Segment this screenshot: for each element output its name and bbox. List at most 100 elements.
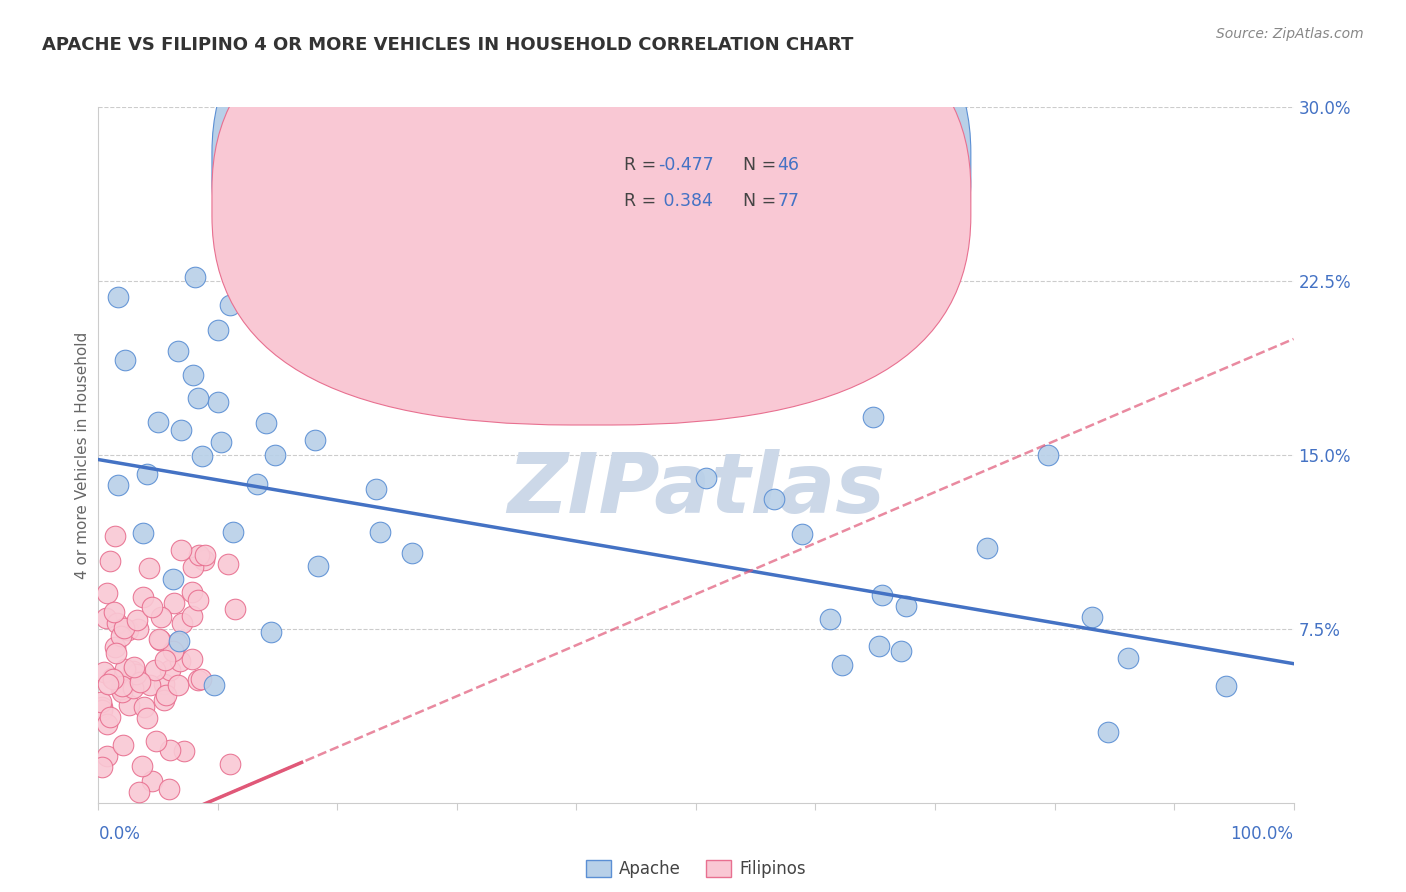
Point xyxy=(107,290,129,304)
Point xyxy=(153,653,176,667)
Point xyxy=(894,599,917,614)
Point xyxy=(103,605,125,619)
Point xyxy=(122,681,145,695)
Point xyxy=(131,526,153,541)
Point xyxy=(146,415,169,429)
Text: R =: R = xyxy=(624,156,662,175)
Text: 77: 77 xyxy=(778,192,799,210)
Point xyxy=(187,391,209,405)
Point xyxy=(233,215,256,229)
Point xyxy=(110,681,132,696)
Point xyxy=(169,654,191,668)
Point xyxy=(105,615,128,630)
Point xyxy=(170,542,193,557)
Point xyxy=(862,410,884,425)
Point xyxy=(149,609,172,624)
Point xyxy=(180,651,202,665)
FancyBboxPatch shape xyxy=(212,0,970,389)
Point xyxy=(167,343,190,358)
Point xyxy=(181,609,204,624)
Text: ZIPatlas: ZIPatlas xyxy=(508,450,884,530)
Text: 100.0%: 100.0% xyxy=(1230,825,1294,843)
Point xyxy=(131,591,153,605)
Point xyxy=(149,632,172,647)
Point xyxy=(162,644,184,658)
Point xyxy=(121,664,143,678)
Point xyxy=(364,482,387,496)
Point xyxy=(153,693,176,707)
Point xyxy=(139,678,162,692)
Point xyxy=(162,573,184,587)
Point xyxy=(790,527,813,541)
Text: N =: N = xyxy=(733,156,782,175)
Point xyxy=(91,700,114,714)
Point xyxy=(207,323,229,337)
Point xyxy=(117,623,139,637)
Point xyxy=(763,492,786,507)
Point xyxy=(260,625,283,640)
Point xyxy=(221,525,243,540)
Point xyxy=(307,558,329,573)
Point xyxy=(114,353,136,368)
Point xyxy=(125,667,148,681)
Point xyxy=(125,614,148,628)
Point xyxy=(181,559,204,574)
Point xyxy=(98,554,121,568)
Point xyxy=(96,586,118,600)
Point xyxy=(976,541,998,555)
Point xyxy=(138,561,160,575)
Point xyxy=(96,748,118,763)
Point xyxy=(135,711,157,725)
Point xyxy=(104,529,127,543)
Text: Source: ZipAtlas.com: Source: ZipAtlas.com xyxy=(1216,27,1364,41)
Point xyxy=(127,622,149,636)
Point xyxy=(868,639,890,653)
Point xyxy=(105,646,128,660)
Text: N =: N = xyxy=(733,192,782,210)
Point xyxy=(193,548,215,562)
Point xyxy=(695,471,717,485)
Point xyxy=(1036,448,1059,462)
Point xyxy=(114,662,136,676)
Point xyxy=(166,636,188,650)
Point xyxy=(1081,609,1104,624)
Point xyxy=(145,663,167,677)
Point xyxy=(103,640,125,654)
Point xyxy=(94,611,117,625)
Point xyxy=(107,478,129,492)
FancyBboxPatch shape xyxy=(212,0,970,425)
Text: 0.384: 0.384 xyxy=(658,192,713,210)
Point xyxy=(132,700,155,714)
Point xyxy=(100,710,122,724)
Point xyxy=(167,678,190,692)
Point xyxy=(152,677,174,691)
Point xyxy=(148,632,170,647)
Point xyxy=(101,673,124,687)
Point xyxy=(110,685,132,699)
Point xyxy=(112,739,135,753)
Point xyxy=(159,663,181,677)
Point xyxy=(97,677,120,691)
Point xyxy=(1116,651,1139,665)
Point xyxy=(145,734,167,748)
Point xyxy=(193,553,215,567)
Text: 46: 46 xyxy=(778,156,799,175)
Point xyxy=(96,717,118,731)
Point xyxy=(110,629,132,643)
Point xyxy=(118,698,141,712)
Text: R =: R = xyxy=(624,192,668,210)
Point xyxy=(111,679,134,693)
Point xyxy=(264,448,287,462)
Point xyxy=(890,644,912,658)
Point xyxy=(304,433,326,447)
Point xyxy=(173,744,195,758)
Point xyxy=(1097,725,1119,739)
Point xyxy=(181,585,204,599)
Y-axis label: 4 or more Vehicles in Household: 4 or more Vehicles in Household xyxy=(75,331,90,579)
Text: -0.477: -0.477 xyxy=(658,156,713,175)
FancyBboxPatch shape xyxy=(529,96,900,246)
Point xyxy=(224,601,246,615)
Point xyxy=(183,269,205,284)
Text: APACHE VS FILIPINO 4 OR MORE VEHICLES IN HOUSEHOLD CORRELATION CHART: APACHE VS FILIPINO 4 OR MORE VEHICLES IN… xyxy=(42,36,853,54)
Point xyxy=(187,673,209,688)
